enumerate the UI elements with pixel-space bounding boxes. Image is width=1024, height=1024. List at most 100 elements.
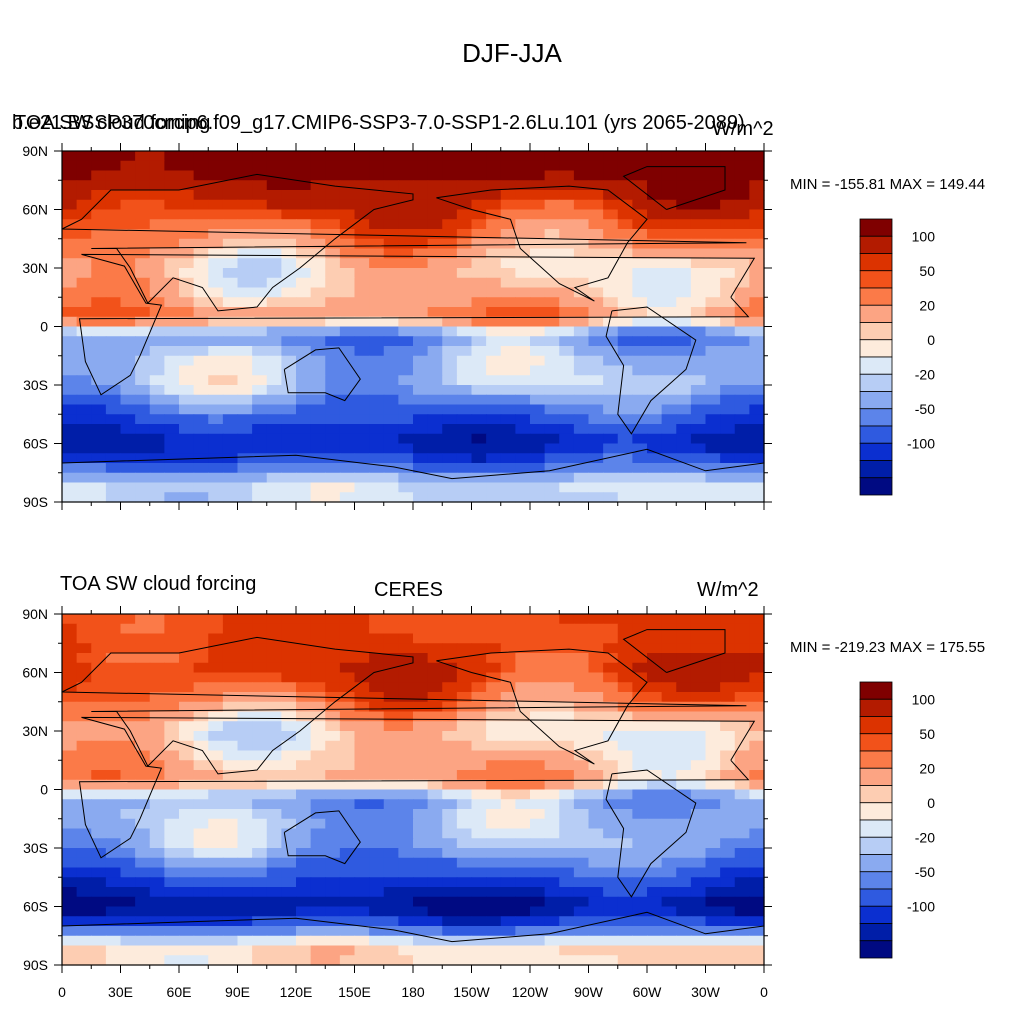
field-cell [339, 297, 356, 308]
field-cell [135, 453, 151, 464]
field-cell [179, 170, 195, 181]
field-cell [705, 789, 721, 800]
field-cell [720, 614, 736, 625]
field-cell [208, 955, 224, 966]
field-cell [530, 818, 546, 830]
field-cell [427, 463, 443, 474]
field-cell [603, 867, 619, 878]
field-cell [149, 896, 165, 908]
field-cell [120, 472, 136, 484]
field-cell [193, 906, 209, 917]
field-cell [310, 623, 326, 635]
field-cell [486, 731, 502, 742]
field-cell [193, 711, 209, 722]
field-cell [135, 433, 151, 445]
field-cell [76, 623, 92, 635]
field-cell [413, 887, 429, 898]
field-cell [281, 682, 297, 693]
field-cell [105, 809, 122, 820]
field-cell [632, 433, 648, 445]
field-cell [120, 209, 136, 220]
field-cell [120, 614, 136, 625]
field-cell [500, 779, 516, 791]
field-cell [164, 355, 180, 367]
field-cell [617, 711, 633, 722]
field-cell [369, 238, 385, 250]
field-cell [632, 653, 648, 664]
field-cell [310, 336, 326, 347]
field-cell [442, 424, 458, 435]
field-cell [193, 789, 209, 800]
field-cell [690, 180, 707, 191]
field-cell [559, 623, 575, 635]
field-cell [120, 180, 136, 191]
field-cell [544, 857, 560, 869]
field-cell [500, 482, 516, 493]
field-cell [705, 394, 721, 406]
field-cell [603, 297, 619, 308]
field-cell [515, 643, 531, 654]
field-cell [339, 789, 356, 800]
field-cell [164, 443, 180, 454]
field-cell [705, 614, 721, 625]
field-cell [617, 857, 633, 869]
field-cell [603, 258, 619, 269]
field-cell [91, 336, 107, 347]
field-cell [296, 633, 312, 644]
field-cell [442, 160, 458, 172]
field-cell [164, 818, 180, 830]
field-cell [500, 701, 516, 713]
field-cell [208, 633, 224, 644]
field-cell [471, 623, 487, 635]
field-cell [588, 336, 604, 347]
field-cell [705, 316, 721, 328]
field-cell [544, 453, 560, 464]
field-cell [617, 662, 633, 674]
field-cell [105, 672, 122, 683]
colorbar-label: 0 [927, 795, 935, 811]
field-cell [105, 779, 122, 791]
field-cell [690, 955, 707, 966]
field-cell [369, 268, 385, 279]
field-cell [149, 463, 165, 474]
field-cell [281, 662, 297, 674]
field-cell [661, 653, 677, 664]
field-cell [413, 209, 429, 220]
field-cell [603, 916, 619, 927]
field-cell [369, 307, 385, 318]
field-cell [252, 385, 268, 396]
field-cell [690, 492, 707, 503]
field-cell [354, 433, 370, 445]
field-cell [690, 190, 707, 201]
field-cell [500, 307, 516, 318]
field-cell [515, 740, 531, 752]
field-cell [749, 238, 765, 250]
field-cell [105, 633, 122, 644]
field-cell [237, 472, 253, 484]
field-cell [647, 180, 663, 191]
field-cell [705, 424, 721, 435]
field-cell [398, 877, 414, 888]
field-cell [720, 258, 736, 269]
x-tick-label: 30W [691, 984, 721, 1000]
field-cell [690, 916, 707, 927]
field-cell [398, 492, 414, 503]
field-cell [456, 229, 473, 240]
field-cell [252, 906, 268, 917]
field-cell [135, 307, 151, 318]
field-cell [632, 492, 648, 503]
field-cell [544, 209, 560, 220]
field-cell [135, 492, 151, 503]
field-cell [456, 857, 473, 869]
field-cell [296, 653, 312, 664]
field-cell [296, 375, 312, 386]
field-cell [515, 170, 531, 181]
field-cell [237, 346, 253, 357]
field-cell [149, 229, 165, 240]
field-cell [62, 760, 78, 771]
field-cell [720, 789, 736, 800]
field-cell [296, 160, 312, 172]
field-cell [603, 492, 619, 503]
field-cell [193, 770, 209, 781]
panel-units-label: W/m^2 [697, 579, 759, 601]
